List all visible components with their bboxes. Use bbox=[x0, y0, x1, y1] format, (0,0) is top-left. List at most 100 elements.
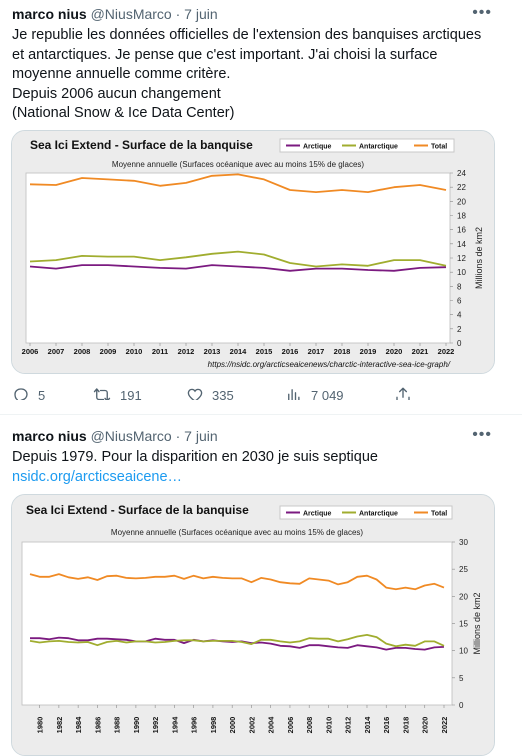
x-tick-label: 2022 bbox=[438, 347, 455, 356]
x-tick-label: 2002 bbox=[247, 717, 256, 734]
y-tick-label: 20 bbox=[459, 592, 468, 601]
author-handle[interactable]: @NiusMarco bbox=[90, 428, 172, 444]
views-count: 7 049 bbox=[311, 387, 344, 403]
x-tick-label: 2006 bbox=[286, 717, 295, 734]
chart-subtitle: Moyenne annuelle (Surfaces océanique ave… bbox=[112, 160, 364, 169]
legend-label: Arctique bbox=[303, 511, 332, 518]
x-tick-label: 1984 bbox=[74, 716, 83, 734]
legend-label: Antarctique bbox=[359, 144, 398, 151]
y-tick-label: 10 bbox=[459, 647, 468, 656]
legend-label: Total bbox=[431, 144, 447, 151]
y-axis-label: Millions de km2 bbox=[474, 227, 484, 289]
chart-1: Sea Ici Extend - Surface de la banquise A… bbox=[12, 131, 494, 373]
heart-icon bbox=[187, 388, 203, 402]
y-tick-label: 22 bbox=[457, 183, 466, 192]
retweet-count: 191 bbox=[120, 387, 142, 403]
x-tick-label: 1988 bbox=[113, 717, 122, 734]
x-tick-label: 2016 bbox=[282, 347, 299, 356]
tweet-text-line: Je republie les données officielles de l… bbox=[12, 27, 482, 43]
tweet-date[interactable]: 7 juin bbox=[184, 428, 218, 444]
author-handle[interactable]: @NiusMarco bbox=[90, 6, 172, 22]
reply-button[interactable]: 5 bbox=[12, 386, 45, 404]
x-tick-label: 2009 bbox=[100, 347, 117, 356]
series-line-antarctique bbox=[29, 633, 445, 648]
plot-area bbox=[25, 172, 451, 344]
x-tick-label: 1992 bbox=[151, 717, 160, 734]
author-name[interactable]: marco nius bbox=[12, 6, 87, 22]
y-tick-label: 30 bbox=[459, 538, 468, 547]
chart-image-card[interactable]: Sea Ici Extend - Surface de la banquise A… bbox=[11, 130, 495, 374]
chart-subtitle: Moyenne annuelle (Surfaces océanique ave… bbox=[111, 528, 363, 537]
reply-count: 5 bbox=[38, 387, 46, 403]
y-tick-label: 4 bbox=[457, 311, 462, 320]
y-tick-label: 25 bbox=[459, 565, 468, 574]
tweet-actions: 5 191 335 7 049 bbox=[12, 386, 432, 406]
x-tick-label: 1986 bbox=[93, 717, 102, 734]
x-tick-label: 2011 bbox=[152, 347, 168, 356]
tweet-1[interactable]: marco nius @NiusMarco · 7 juin ••• Je re… bbox=[0, 0, 522, 404]
y-tick-label: 15 bbox=[459, 620, 468, 629]
chart-source: https://nsidc.org/arcticseaicenews/charc… bbox=[208, 360, 451, 369]
views-button[interactable]: 7 049 bbox=[285, 386, 344, 404]
tweet-header: marco nius @NiusMarco · 7 juin bbox=[12, 428, 218, 444]
reply-icon bbox=[14, 388, 28, 404]
y-tick-label: 18 bbox=[457, 212, 466, 221]
x-tick-label: 2013 bbox=[204, 347, 221, 356]
separator-dot: · bbox=[175, 428, 181, 444]
tweet-text-line: (National Snow & Ice Data Center) bbox=[12, 105, 235, 121]
series-line-antarctique bbox=[29, 250, 447, 268]
y-tick-label: 5 bbox=[459, 674, 464, 683]
x-tick-label: 2008 bbox=[305, 717, 314, 734]
x-tick-label: 2010 bbox=[126, 347, 143, 356]
tweet-text-line: moyenne annuelle comme critère. bbox=[12, 66, 231, 82]
y-tick-label: 14 bbox=[457, 240, 466, 249]
x-tick-label: 2004 bbox=[267, 716, 276, 734]
tweet-2[interactable]: marco nius @NiusMarco · 7 juin ••• Depui… bbox=[0, 416, 522, 740]
x-tick-label: 2020 bbox=[386, 347, 403, 356]
divider bbox=[0, 414, 522, 415]
x-tick-label: 2014 bbox=[230, 347, 248, 356]
separator-dot: · bbox=[175, 6, 181, 22]
retweet-button[interactable]: 191 bbox=[92, 386, 142, 404]
x-tick-label: 2008 bbox=[74, 347, 91, 356]
legend-label: Arctique bbox=[303, 144, 332, 151]
x-tick-label: 1982 bbox=[55, 717, 64, 734]
like-button[interactable]: 335 bbox=[186, 386, 234, 404]
y-tick-label: 2 bbox=[457, 325, 462, 334]
y-tick-label: 24 bbox=[457, 169, 466, 178]
y-tick-label: 8 bbox=[457, 282, 462, 291]
chart-2: Sea Ici Extend - Surface de la banquise A… bbox=[12, 495, 494, 755]
x-tick-label: 2017 bbox=[308, 347, 325, 356]
views-icon bbox=[288, 389, 300, 402]
y-tick-label: 0 bbox=[457, 339, 462, 348]
x-tick-label: 2018 bbox=[401, 717, 410, 734]
series-line-arctique bbox=[29, 264, 447, 272]
like-count: 335 bbox=[212, 387, 234, 403]
tweet-header: marco nius @NiusMarco · 7 juin bbox=[12, 6, 218, 22]
more-horizontal-icon[interactable]: ••• bbox=[472, 426, 492, 443]
chart-title: Sea Ici Extend - Surface de la banquise bbox=[30, 138, 253, 152]
x-tick-label: 2014 bbox=[363, 716, 372, 734]
x-tick-label: 2000 bbox=[228, 717, 237, 734]
legend-label: Antarctique bbox=[359, 511, 398, 518]
x-tick-label: 2010 bbox=[324, 717, 333, 734]
chart-image-card[interactable]: Sea Ici Extend - Surface de la banquise A… bbox=[11, 494, 495, 756]
legend-box bbox=[279, 505, 453, 520]
chart-title: Sea Ici Extend - Surface de la banquise bbox=[26, 503, 249, 517]
series-line-total bbox=[29, 573, 445, 591]
x-tick-label: 1980 bbox=[36, 717, 45, 734]
y-axis-label: Millions de km2 bbox=[472, 592, 482, 654]
tweet-text: Depuis 1979. Pour la disparition en 2030… bbox=[12, 448, 502, 487]
author-name[interactable]: marco nius bbox=[12, 428, 87, 444]
tweet-text-line: et antarctiques. Je pense que c'est impo… bbox=[12, 46, 438, 63]
x-tick-label: 2006 bbox=[22, 347, 39, 356]
y-tick-label: 12 bbox=[457, 254, 466, 263]
plot-area bbox=[21, 541, 453, 706]
legend-box bbox=[279, 138, 455, 153]
x-tick-label: 2021 bbox=[412, 347, 429, 356]
tweet-link[interactable]: nsidc.org/arcticseaicene… bbox=[12, 468, 183, 485]
tweet-date[interactable]: 7 juin bbox=[184, 6, 218, 22]
x-tick-label: 2012 bbox=[178, 347, 195, 356]
more-horizontal-icon[interactable]: ••• bbox=[472, 4, 492, 21]
x-tick-label: 2012 bbox=[344, 717, 353, 734]
